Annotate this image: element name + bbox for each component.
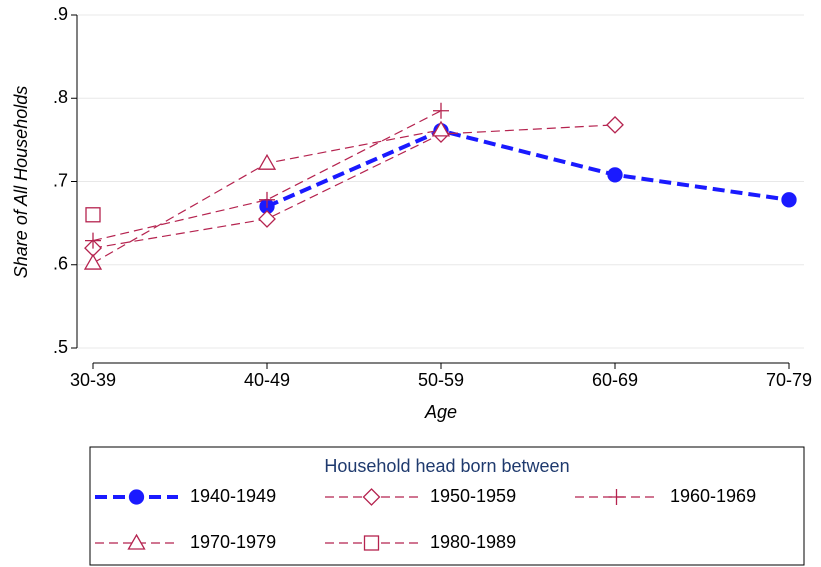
series-line bbox=[266, 128, 790, 209]
legend-label: 1970-1979 bbox=[190, 532, 276, 552]
marker bbox=[85, 207, 101, 223]
legend-label: 1950-1959 bbox=[430, 486, 516, 506]
marker bbox=[257, 153, 277, 170]
y-tick-label: .6 bbox=[53, 254, 68, 274]
legend-marker bbox=[608, 489, 625, 505]
x-tick-label: 70-79 bbox=[766, 370, 812, 390]
marker bbox=[431, 120, 451, 137]
x-tick-label: 60-69 bbox=[592, 370, 638, 390]
series-line bbox=[92, 110, 442, 242]
y-tick-label: .8 bbox=[53, 87, 68, 107]
x-tick-label: 50-59 bbox=[418, 370, 464, 390]
legend-box bbox=[89, 446, 805, 566]
marker bbox=[85, 232, 101, 249]
legend-marker bbox=[363, 535, 380, 551]
legend-label: 1980-1989 bbox=[430, 532, 516, 552]
marker bbox=[607, 167, 623, 183]
legend-label: 1960-1969 bbox=[670, 486, 756, 506]
legend-marker bbox=[128, 489, 145, 505]
y-tick-label: .7 bbox=[53, 170, 68, 190]
x-tick-label: 30-39 bbox=[70, 370, 116, 390]
legend-marker bbox=[362, 488, 381, 506]
marker bbox=[259, 191, 275, 208]
marker bbox=[83, 253, 103, 270]
marker bbox=[781, 192, 797, 208]
x-tick-label: 40-49 bbox=[244, 370, 290, 390]
y-tick-label: .9 bbox=[53, 4, 68, 24]
marker bbox=[606, 115, 624, 134]
series-line bbox=[92, 124, 616, 249]
legend-label: 1940-1949 bbox=[190, 486, 276, 506]
legend-title: Household head born between bbox=[324, 456, 569, 476]
marker bbox=[258, 210, 276, 228]
y-axis-label: Share of All Households bbox=[11, 86, 31, 278]
marker bbox=[433, 102, 449, 119]
x-axis-label: Age bbox=[424, 402, 457, 422]
y-tick-label: .5 bbox=[53, 337, 68, 357]
legend-marker bbox=[127, 533, 146, 550]
